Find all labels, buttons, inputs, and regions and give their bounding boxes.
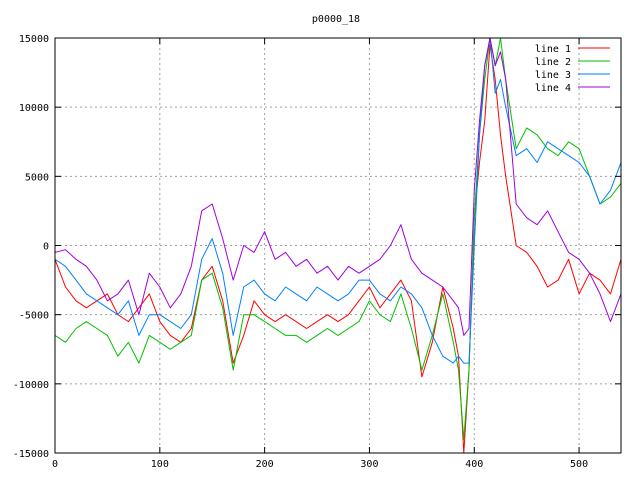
x-tick-label: 500 [570,459,588,470]
y-tick-label: 5000 [25,172,49,183]
legend-label-2: line 2 [535,57,571,68]
legend-label-1: line 1 [535,44,571,55]
x-tick-label: 0 [52,459,58,470]
y-tick-label: 15000 [19,34,49,45]
series-line-3 [55,38,621,364]
x-tick-label: 400 [465,459,483,470]
grid-lines [55,38,621,453]
y-tick-label: -10000 [13,380,49,391]
series-group [55,38,621,453]
series-line-1 [55,44,621,453]
legend: line 1 line 2 line 3 line 4 [535,44,610,94]
axis-ticks: 0 100 200 300 400 500 -15000 -10000 -5000 0 5000 10… [13,34,621,470]
legend-label-4: line 4 [535,83,571,94]
x-tick-label: 200 [256,459,274,470]
y-tick-label: -15000 [13,449,49,460]
series-line-4 [55,38,621,336]
chart-title: p0000_18 [312,14,360,25]
x-tick-label: 300 [360,459,378,470]
y-tick-label: -5000 [19,311,49,322]
x-tick-label: 100 [151,459,169,470]
y-tick-label: 0 [43,242,49,253]
legend-label-3: line 3 [535,70,571,81]
series-line-2 [55,38,621,440]
y-tick-label: 10000 [19,103,49,114]
